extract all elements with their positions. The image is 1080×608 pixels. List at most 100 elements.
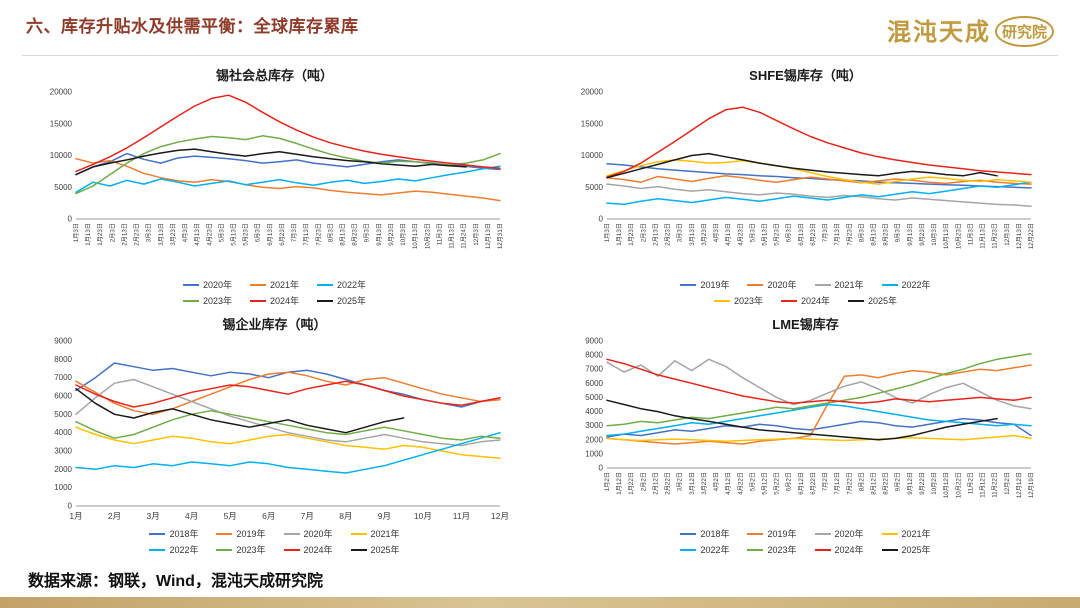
series-line-2025年 xyxy=(74,387,404,434)
x-axis-tick-label: 1月13日 xyxy=(85,223,92,246)
legend-item: 2024年 xyxy=(283,543,333,556)
x-axis-tick-label: 9月 xyxy=(377,511,390,521)
y-axis-tick-label: 20000 xyxy=(580,88,603,97)
legend-swatch xyxy=(814,548,831,551)
x-axis-tick-label: 2月13日 xyxy=(121,223,128,246)
legend-swatch xyxy=(814,283,831,286)
series-line-2021年 xyxy=(605,183,1032,208)
y-axis-tick-label: 20000 xyxy=(49,88,72,97)
legend-label: 2022年 xyxy=(169,545,199,555)
legend-label: 2025年 xyxy=(337,296,367,306)
series-line-2021年 xyxy=(74,426,501,460)
x-axis-tick-label: 7月3日 xyxy=(822,223,829,242)
x-axis-tick-label: 1月23日 xyxy=(628,223,635,246)
y-axis-tick-label: 5000 xyxy=(54,183,72,192)
legend-swatch xyxy=(747,532,764,535)
x-axis-tick-label: 8月13日 xyxy=(870,223,877,246)
legend-label: 2024年 xyxy=(269,296,300,306)
bottom-gold-bar xyxy=(0,597,1080,608)
x-axis-tick-label: 2月3日 xyxy=(640,223,647,242)
chart-social-total-inventory: 锡社会总库存（吨） 0 5000 10000 15000 20000 1月3日 1月13日 1… xyxy=(32,58,517,307)
x-axis-tick-label: 1月12日 xyxy=(616,472,623,495)
x-axis-tick-label: 12月13日 xyxy=(484,223,491,249)
legend-swatch xyxy=(814,532,831,535)
x-axis-tick-label: 8月23日 xyxy=(882,223,889,246)
x-axis-tick-label: 12月2日 xyxy=(1003,472,1010,495)
x-axis-tick-label: 2月12日 xyxy=(652,472,659,495)
legend-swatch xyxy=(317,283,334,286)
x-axis-tick-label: 2月13日 xyxy=(652,223,659,246)
x-axis-tick-label: 3月22日 xyxy=(700,472,707,495)
series-line-2021年 xyxy=(74,157,501,202)
legend-label: 2020年 xyxy=(303,529,333,539)
legend-item: 2022年 xyxy=(149,543,198,556)
x-axis-tick-label: 6月12日 xyxy=(797,472,804,495)
legend-row: 2022年 2023年 2024年 2025年 xyxy=(149,543,400,556)
legend-item: 2023年 xyxy=(216,543,266,556)
legend-item: 2021年 xyxy=(881,527,931,540)
legend-label: 2019年 xyxy=(236,529,266,539)
x-axis-tick-label: 6月3日 xyxy=(254,223,261,242)
legend-item: 2021年 xyxy=(249,278,299,291)
chart-enterprise-inventory: 锡企业库存（吨） 0 1000 2000 3000 4000 5000 6000 7000 80… xyxy=(32,307,517,556)
x-axis-tick-label: 6月13日 xyxy=(797,223,804,246)
x-axis-tick-label: 3月 xyxy=(146,511,159,521)
x-axis-tick-label: 5月23日 xyxy=(242,223,249,246)
series-line-2020年 xyxy=(74,378,501,447)
x-axis-tick-label: 12月12日 xyxy=(1015,472,1022,498)
x-axis-tick-label: 3月23日 xyxy=(700,223,707,246)
x-axis-tick-label: 10月 xyxy=(413,511,431,521)
company-logo: 混沌天成 研究院 xyxy=(887,12,1054,47)
x-axis-tick-label: 5月2日 xyxy=(749,472,756,491)
x-axis-tick-label: 6月23日 xyxy=(809,223,816,246)
legend-swatch xyxy=(713,299,730,302)
legend-item: 2019年 xyxy=(747,527,797,540)
legend-swatch xyxy=(680,548,697,551)
x-axis-tick-label: 5月13日 xyxy=(230,223,237,246)
x-axis-tick-label: 9月13日 xyxy=(906,223,913,246)
x-axis-tick-label: 4月3日 xyxy=(713,223,720,242)
x-axis-tick-label: 7月 xyxy=(300,511,313,521)
legend-swatch xyxy=(350,548,367,551)
x-axis-tick-label: 4月23日 xyxy=(206,223,213,246)
legend-swatch xyxy=(780,299,797,302)
chart-lme-inventory: LME锡库存 0 1000 2000 3000 4000 5000 6000 7000 8000… xyxy=(563,307,1048,556)
legend-item: 2020年 xyxy=(747,278,797,291)
legend-label: 2021年 xyxy=(370,529,400,539)
chart-title: 锡企业库存（吨） xyxy=(222,317,327,332)
legend-item: 2025年 xyxy=(881,543,931,556)
series-line-2022年 xyxy=(74,431,501,474)
y-axis-tick-label: 7000 xyxy=(54,373,72,382)
y-axis-tick-label: 7000 xyxy=(585,365,603,374)
x-axis-tick-label: 3月3日 xyxy=(676,223,683,242)
legend-swatch xyxy=(216,548,233,551)
series-line-2022年 xyxy=(74,165,501,194)
x-axis-tick-label: 3月13日 xyxy=(157,223,164,246)
legend-label: 2023年 xyxy=(202,296,232,306)
x-axis-tick-label: 8月13日 xyxy=(339,223,346,246)
y-axis-tick-label: 6000 xyxy=(585,379,603,388)
header-divider xyxy=(22,55,1058,56)
legend-swatch xyxy=(881,548,898,551)
y-axis-tick-label: 10000 xyxy=(580,151,603,160)
chart-plot: 0 1000 2000 3000 4000 5000 6000 7000 8000 9000 1月2… xyxy=(585,337,1035,499)
legend-label: 2024年 xyxy=(303,545,333,555)
y-axis-tick-label: 3000 xyxy=(54,447,72,456)
x-axis-tick-label: 12月 xyxy=(491,511,509,521)
y-axis-tick-label: 0 xyxy=(598,215,603,224)
legend-swatch xyxy=(881,283,898,286)
x-axis-tick-label: 8月12日 xyxy=(870,472,877,495)
legend-swatch xyxy=(249,283,266,286)
x-axis-tick-label: 11月 xyxy=(452,511,469,521)
x-axis-tick-label: 6月 xyxy=(262,511,275,521)
legend-item: 2023年 xyxy=(182,294,232,307)
chart-legend: 2018年 2019年 2020年 2021年 2022年 2023年 2024年 2025年 xyxy=(680,527,931,556)
legend-label: 2019年 xyxy=(767,529,797,539)
x-axis-tick-label: 11月23日 xyxy=(991,223,998,249)
legend-label: 2023年 xyxy=(236,545,266,555)
y-axis-tick-label: 1000 xyxy=(54,483,72,492)
x-axis-tick-label: 4月13日 xyxy=(194,223,201,246)
y-axis-tick-label: 4000 xyxy=(54,428,72,437)
x-axis-tick-label: 3月23日 xyxy=(169,223,176,246)
y-axis-tick-label: 8000 xyxy=(585,351,603,360)
